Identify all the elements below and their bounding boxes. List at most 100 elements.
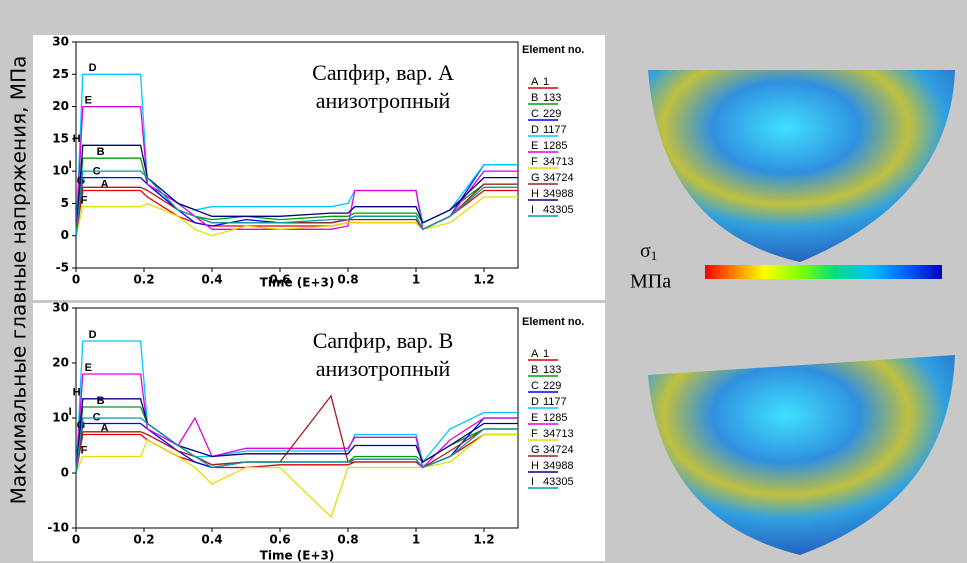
line-label: I	[69, 406, 72, 418]
x-tick-label: 0.4	[201, 273, 222, 287]
series-line	[75, 398, 518, 474]
line-label: H	[73, 387, 81, 399]
legend-label: 1177	[543, 396, 567, 408]
y-axis-label: Максимальные главные напряжения, МПа	[7, 56, 31, 505]
colorbar	[705, 265, 942, 279]
line-label: B	[97, 395, 105, 407]
line-label: E	[85, 94, 92, 106]
legend-label: 43305	[543, 204, 574, 216]
line-label: F	[81, 195, 88, 207]
annotation: Сапфир, вар. В	[313, 328, 454, 353]
annotation: анизотропный	[316, 356, 451, 381]
x-tick-label: 0.8	[337, 273, 358, 287]
annotation: анизотропный	[316, 88, 451, 113]
legend-label: 34713	[543, 156, 574, 168]
colorbar-unit: МПа	[630, 271, 671, 293]
legend-label: 34988	[543, 460, 574, 472]
legend-label: 34724	[543, 172, 574, 184]
legend-title: Element no.	[522, 316, 584, 328]
line-label: D	[89, 62, 97, 74]
plot-frame	[75, 41, 519, 269]
legend-label: 1285	[543, 412, 567, 424]
legend-marker: G	[531, 444, 540, 456]
legend-label: 133	[543, 92, 561, 104]
y-tick-label: 20	[52, 99, 69, 113]
legend-marker: I	[531, 204, 534, 216]
legend-label: 133	[543, 364, 561, 376]
x-tick-label: 1.2	[473, 273, 494, 287]
y-tick-label: 5	[61, 196, 69, 210]
legend-label: 1285	[543, 140, 567, 152]
stress-image-top	[648, 70, 955, 262]
legend-marker: H	[531, 460, 539, 472]
legend-marker: A	[531, 76, 539, 88]
colorbar-symbol: σ	[640, 240, 651, 262]
y-tick-label: 10	[52, 164, 69, 178]
series-line	[75, 433, 518, 519]
legend-label: 34713	[543, 428, 574, 440]
x-tick-label: 0.2	[133, 273, 154, 287]
x-tick-label: 0	[72, 273, 80, 287]
legend-label: 1	[543, 76, 549, 88]
x-tick-label: 0.6	[269, 273, 290, 287]
y-tick-label: 15	[52, 131, 69, 145]
stress-image-bottom	[648, 355, 955, 555]
series-line	[75, 170, 518, 236]
series-line	[75, 373, 518, 474]
x-axis-label: Time (E+3)	[260, 276, 335, 290]
annotation: Сапфир, вар. А	[312, 60, 454, 85]
y-tick-label: 0	[61, 228, 69, 242]
line-label: F	[81, 444, 88, 456]
legend-marker: E	[531, 412, 538, 424]
x-tick-label: 1	[412, 273, 420, 287]
y-tick-label: 30	[52, 301, 69, 315]
line-label: G	[77, 175, 86, 187]
x-tick-label: 1.2	[473, 533, 494, 547]
x-tick-label: 0	[72, 533, 80, 547]
legend-marker: B	[531, 92, 538, 104]
legend-label: 34724	[543, 444, 574, 456]
legend-label: 229	[543, 108, 561, 120]
legend-label: 34988	[543, 188, 574, 200]
x-tick-label: 1	[412, 533, 420, 547]
legend-marker: A	[531, 348, 539, 360]
legend-marker: G	[531, 172, 540, 184]
x-tick-label: 0.8	[337, 533, 358, 547]
line-label: E	[85, 362, 92, 374]
y-tick-label: -5	[56, 261, 69, 275]
x-tick-label: 0.2	[133, 533, 154, 547]
y-tick-label: 25	[52, 67, 69, 81]
y-tick-label: 0	[61, 466, 69, 480]
line-label: D	[89, 329, 97, 341]
legend-marker: I	[531, 476, 534, 488]
legend-label: 1	[543, 348, 549, 360]
series-line	[75, 196, 518, 237]
panel-top	[33, 35, 605, 300]
line-label: B	[97, 146, 105, 158]
legend-marker: D	[531, 396, 539, 408]
legend-label: 43305	[543, 476, 574, 488]
legend-marker: F	[531, 428, 538, 440]
series-line	[75, 144, 518, 236]
line-label: A	[101, 422, 109, 434]
colorbar-label: σ1	[640, 240, 657, 263]
series-line	[75, 340, 518, 474]
y-tick-label: 20	[52, 356, 69, 370]
x-tick-label: 0.6	[269, 533, 290, 547]
line-label: I	[69, 159, 72, 171]
legend-marker: C	[531, 108, 539, 120]
line-label: H	[73, 133, 81, 145]
legend-marker: H	[531, 188, 539, 200]
legend-title: Element no.	[522, 44, 584, 56]
legend-label: 229	[543, 380, 561, 392]
line-label: A	[101, 178, 109, 190]
y-tick-label: 30	[52, 35, 69, 49]
legend-marker: B	[531, 364, 538, 376]
legend-marker: C	[531, 380, 539, 392]
y-tick-label: -10	[47, 521, 69, 535]
legend-marker: F	[531, 156, 538, 168]
y-tick-label: 10	[52, 411, 69, 425]
x-tick-label: 0.4	[201, 533, 222, 547]
legend-marker: D	[531, 124, 539, 136]
